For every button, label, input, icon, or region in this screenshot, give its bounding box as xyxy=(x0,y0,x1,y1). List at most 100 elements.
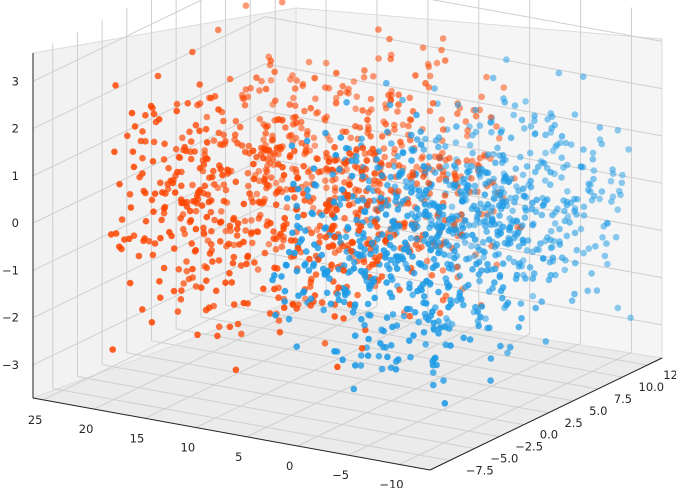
scatter-point xyxy=(336,166,343,173)
scatter-point xyxy=(395,91,403,99)
scatter-point xyxy=(204,155,211,163)
scatter-point xyxy=(517,153,524,161)
scatter-point xyxy=(482,222,489,230)
scatter-point xyxy=(360,234,367,241)
scatter-point xyxy=(356,252,363,260)
scatter-point xyxy=(493,241,501,248)
grid-line-z-right xyxy=(264,110,663,184)
scatter-point xyxy=(513,218,521,225)
scatter-point xyxy=(272,201,280,208)
scatter-point xyxy=(192,283,200,290)
scatter-point xyxy=(386,35,393,43)
scatter-point xyxy=(177,215,184,222)
scatter-point xyxy=(590,175,597,183)
scatter-point xyxy=(288,186,295,193)
scatter-point xyxy=(353,152,360,160)
scatter-point xyxy=(406,136,414,144)
scatter-point xyxy=(217,165,224,173)
scatter-point xyxy=(384,353,391,361)
scatter-point xyxy=(109,346,116,353)
scatter-point xyxy=(537,240,544,247)
scatter-point xyxy=(196,164,204,172)
scatter-point xyxy=(545,276,553,284)
scatter-point xyxy=(619,171,626,179)
scatter-point xyxy=(189,181,196,189)
scatter-point xyxy=(417,141,425,148)
grid-line-y-floor xyxy=(144,305,378,419)
scatter-point xyxy=(396,286,403,294)
scatter-point xyxy=(192,246,200,254)
scatter-point xyxy=(415,260,423,267)
x-tick-label: 7.5 xyxy=(614,392,632,406)
scatter-point xyxy=(340,242,347,250)
scatter-point xyxy=(509,207,516,215)
scatter-point xyxy=(215,323,223,331)
scatter-point xyxy=(147,102,155,110)
scatter-point xyxy=(554,205,561,213)
scatter-point xyxy=(482,180,489,188)
scatter-point xyxy=(563,201,571,209)
scatter-point xyxy=(496,191,504,199)
scatter-point xyxy=(563,232,571,240)
scatter-point xyxy=(173,107,180,115)
scatter-point xyxy=(249,198,257,206)
y-axis-line xyxy=(32,397,431,471)
scatter-point xyxy=(341,214,348,222)
x-tick-label: −5.0 xyxy=(490,452,518,466)
scatter-point xyxy=(142,112,149,119)
scatter-point xyxy=(494,228,501,235)
scatter-point xyxy=(186,128,193,136)
scatter-point xyxy=(474,308,482,316)
scatter-point xyxy=(391,121,398,129)
scatter-point xyxy=(448,203,456,211)
scatter-point xyxy=(499,284,507,291)
scatter-point xyxy=(474,213,481,220)
scatter-point xyxy=(323,149,330,157)
scatter-point xyxy=(340,262,348,269)
scatter-point xyxy=(480,253,487,261)
scatter-point xyxy=(487,355,495,362)
scatter-point xyxy=(305,267,313,274)
scatter-point xyxy=(359,196,367,204)
scatter-point xyxy=(248,229,255,236)
scatter-point xyxy=(522,275,529,282)
scatter-point xyxy=(446,252,453,259)
scatter-point xyxy=(225,240,233,248)
y-tick-label: 20 xyxy=(79,422,94,436)
scatter-point xyxy=(322,177,329,184)
scatter-point xyxy=(488,128,495,136)
scatter-point xyxy=(335,296,343,304)
scatter-point xyxy=(253,74,260,81)
scatter-point xyxy=(412,241,420,248)
scatter-point xyxy=(406,94,414,102)
scatter-point xyxy=(501,99,509,106)
scatter-point xyxy=(189,198,197,205)
scatter-point xyxy=(284,195,291,202)
scatter-point xyxy=(303,131,311,139)
scatter-point xyxy=(340,315,347,322)
scatter-point xyxy=(267,219,274,227)
scatter-point xyxy=(255,177,263,185)
scatter-point xyxy=(497,129,505,136)
scatter-point xyxy=(430,255,438,263)
scatter-point xyxy=(463,132,471,140)
scatter-point xyxy=(261,249,269,257)
scatter-point xyxy=(272,179,280,187)
scatter-point xyxy=(436,154,443,162)
scatter-point xyxy=(194,331,201,339)
scatter-point xyxy=(149,251,157,259)
scatter-point xyxy=(185,275,193,283)
scatter-point xyxy=(178,199,185,207)
grid-line-z-left xyxy=(32,63,266,177)
scatter-point xyxy=(148,319,156,326)
scatter-point xyxy=(395,188,402,195)
scatter-point xyxy=(358,352,365,359)
scatter-point xyxy=(312,95,319,102)
scatter-point xyxy=(395,162,403,169)
scatter-point xyxy=(339,356,347,364)
scatter-point xyxy=(408,189,415,196)
scatter-point xyxy=(177,296,185,303)
scatter-point xyxy=(471,252,478,260)
scatter-point xyxy=(542,338,550,345)
scatter-point xyxy=(203,113,211,121)
